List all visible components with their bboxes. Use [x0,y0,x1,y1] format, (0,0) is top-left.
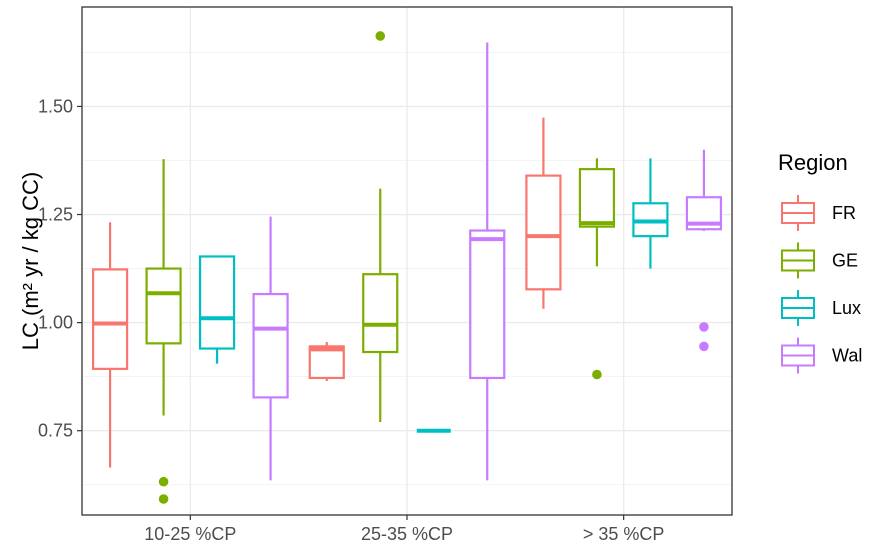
legend-label: Lux [832,298,861,318]
box-iqr [578,168,616,228]
x-tick-label: 25-35 %CP [361,524,453,544]
legend-label: Wal [832,346,862,366]
y-tick-label: 1.50 [38,96,73,116]
box-plots [91,31,723,504]
legend-item-Wal: Wal [781,337,862,374]
y-tick-label: 1.25 [38,205,73,225]
x-tick-label: 10-25 %CP [144,524,236,544]
box-iqr [145,267,182,345]
box-Wal-2 [685,149,723,352]
y-axis-title: LC (m² yr / kg CC) [18,172,43,350]
box-GE-2 [578,158,616,380]
box-iqr [308,345,345,380]
grid-major [82,7,732,515]
box-FR-0 [91,222,129,468]
box-iqr [91,268,129,370]
x-tick-label: > 35 %CP [583,524,665,544]
box-iqr [198,255,236,350]
outlier-point [375,31,386,41]
legend-item-GE: GE [781,242,858,279]
box-iqr [469,229,506,380]
outlier-point [158,494,169,504]
box-Lux-2 [632,158,669,269]
legend-label: FR [832,203,856,223]
box-iqr [525,174,562,291]
box-GE-0 [145,159,182,504]
legend-title: Region [778,150,848,175]
box-Lux-0 [198,255,236,364]
legend: Region FR GE Lux Wal [778,150,862,374]
y-axis-ticks: 0.75 1.00 1.25 1.50 [38,96,82,441]
outlier-point [699,341,709,352]
box-iqr [362,273,399,354]
legend-item-FR: FR [781,195,856,231]
box-FR-1 [308,342,345,381]
x-axis-ticks: 10-25 %CP 25-35 %CP > 35 %CP [144,515,664,544]
legend-item-Lux: Lux [781,290,861,326]
legend-label: GE [832,251,858,271]
box-GE-1 [362,31,399,423]
box-iqr [252,292,289,399]
outlier-point [699,322,709,332]
outlier-point [158,476,169,487]
y-tick-label: 0.75 [38,421,73,441]
box-Wal-1 [469,42,506,481]
legend-items: FR GE Lux Wal [781,195,862,374]
box-FR-2 [525,117,562,309]
box-Wal-0 [252,216,289,481]
y-tick-label: 1.00 [38,313,73,333]
outlier-point [592,369,602,380]
